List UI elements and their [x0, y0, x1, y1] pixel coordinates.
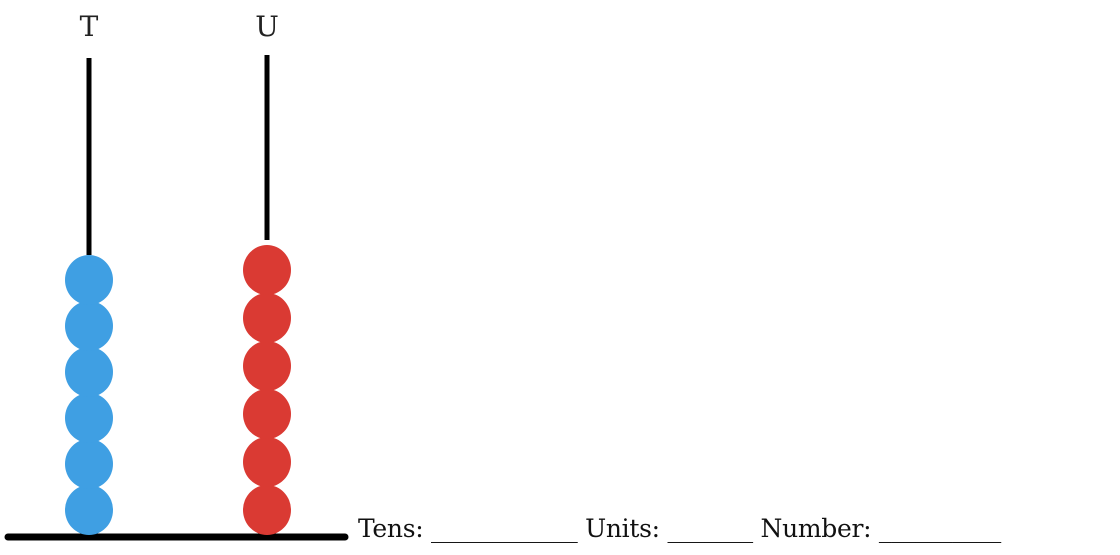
units-answer-blank[interactable]: _______ — [667, 514, 753, 543]
number-answer-blank[interactable]: __________ — [878, 514, 1001, 543]
units-bead — [243, 341, 291, 391]
tens-bead — [65, 255, 113, 305]
tens-bead — [65, 485, 113, 535]
units-bead — [243, 485, 291, 535]
units-bead — [243, 389, 291, 439]
number-label: Number: — [760, 514, 872, 543]
worksheet-answer-line: Tens: ____________ Units: _______ Number… — [358, 514, 1001, 543]
units-bead — [243, 293, 291, 343]
units-column-label: U — [255, 10, 279, 43]
units-bead — [243, 245, 291, 295]
tens-bead-stack — [65, 255, 113, 535]
tens-bead — [65, 347, 113, 397]
units-label: Units: — [585, 514, 660, 543]
tens-column-label: T — [80, 10, 99, 43]
tens-bead — [65, 393, 113, 443]
units-bead — [243, 437, 291, 487]
tens-bead — [65, 439, 113, 489]
tens-answer-blank[interactable]: ____________ — [431, 514, 578, 543]
tens-label: Tens: — [358, 514, 424, 543]
units-bead-stack — [243, 245, 291, 535]
tens-bead — [65, 301, 113, 351]
